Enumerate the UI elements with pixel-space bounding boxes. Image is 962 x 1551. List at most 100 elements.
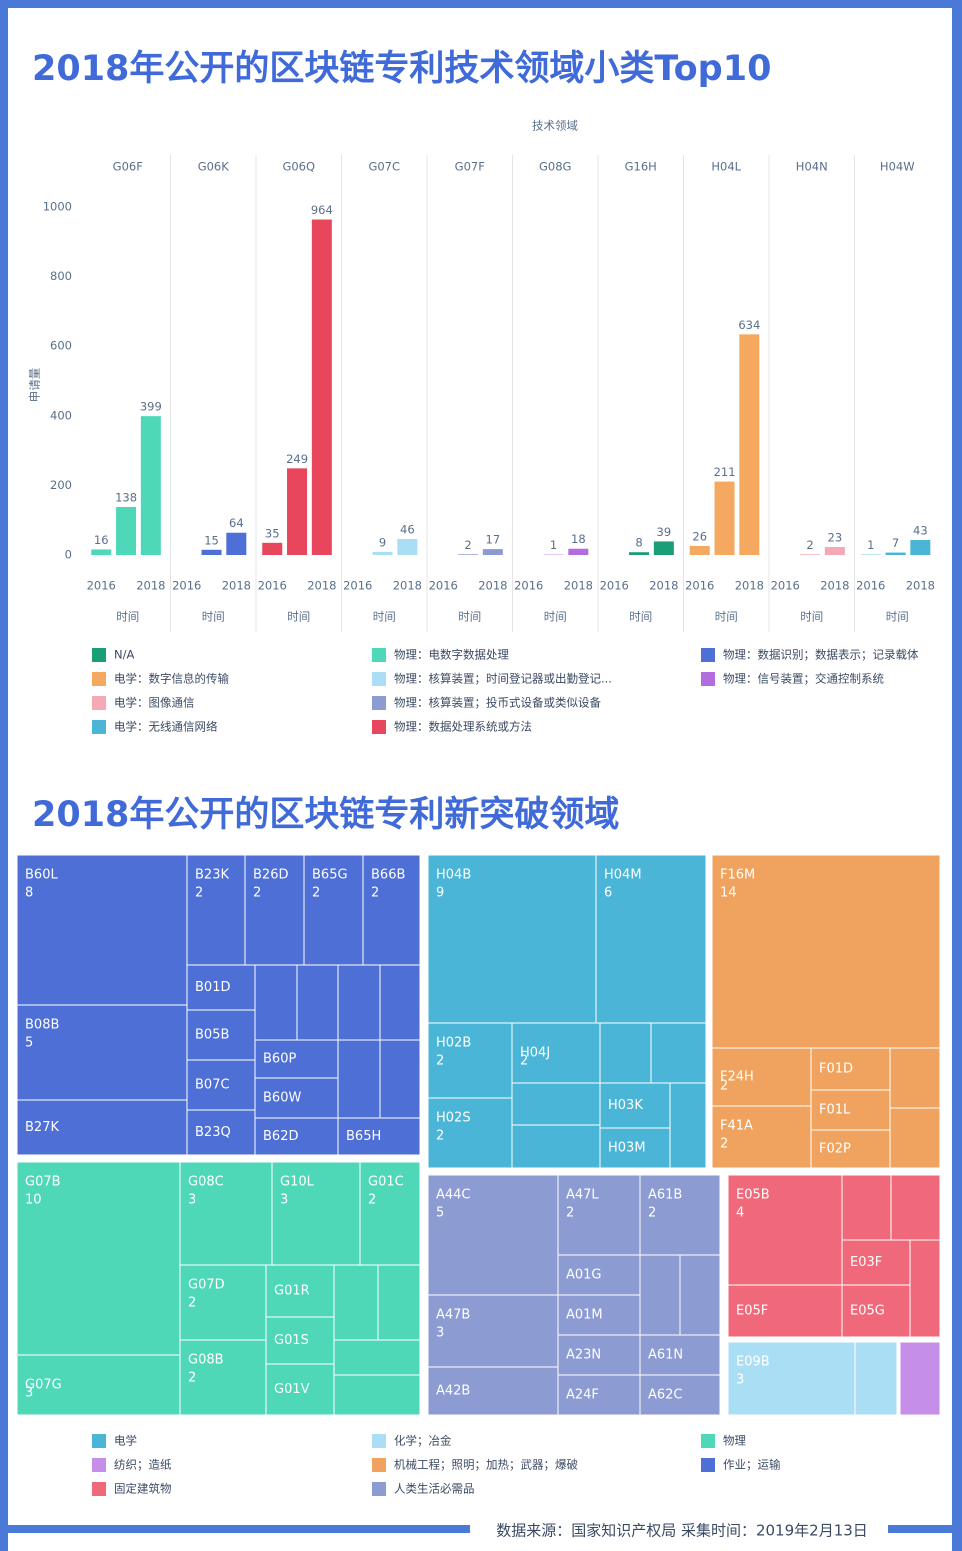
- value-label: 8: [635, 536, 642, 550]
- treemap-cell: [179, 1339, 267, 1416]
- value-label: 7: [892, 536, 899, 550]
- legend-swatch: [372, 720, 386, 734]
- treemap-cell: [337, 1039, 381, 1119]
- treemap-cell: [727, 1284, 843, 1338]
- treemap-cell: [639, 1254, 681, 1336]
- legend-label: 机械工程；照明；加热；武器；爆破: [394, 1458, 578, 1472]
- bar: [91, 549, 112, 555]
- treemap-cell: [557, 1334, 641, 1376]
- bar: [739, 334, 760, 555]
- x-axis-label: 时间: [373, 610, 396, 624]
- frame-right: [952, 0, 962, 1551]
- x-tick-label: 2016: [87, 579, 116, 593]
- cell-label: E05B: [736, 1188, 770, 1203]
- cell-label: H03K: [608, 1098, 643, 1113]
- cell-label: G10L: [280, 1175, 315, 1190]
- cell-label: F24H: [720, 1070, 754, 1085]
- value-label: 23: [828, 530, 843, 544]
- treemap-cell: [909, 1239, 941, 1338]
- y-tick-label: 600: [50, 339, 72, 353]
- facet-label: G06K: [198, 160, 230, 174]
- chart-title: 2018年公开的区块链专利新突破领域: [32, 795, 619, 835]
- x-axis-label: 时间: [544, 610, 567, 624]
- x-tick-label: 2016: [856, 579, 885, 593]
- treemap-cell: [16, 1161, 181, 1356]
- value-label: 26: [692, 529, 707, 543]
- cell-label: H04B: [436, 868, 471, 883]
- cell-value: 2: [253, 886, 261, 901]
- value-label: 211: [714, 465, 736, 479]
- cell-label: G07G: [25, 1378, 62, 1393]
- value-label: 1: [867, 538, 874, 552]
- facet-axis-label: 技术领域: [532, 119, 578, 133]
- treemap-cell: [244, 854, 305, 966]
- value-label: 964: [311, 203, 333, 217]
- treemap-cell: [557, 1294, 641, 1336]
- legend-swatch: [701, 1434, 715, 1448]
- cell-label: F02P: [819, 1142, 851, 1157]
- bar: [824, 546, 845, 555]
- treemap-cell: [377, 1264, 421, 1341]
- cell-label: B65H: [346, 1129, 381, 1144]
- treemap-cell: [359, 1161, 421, 1266]
- legend-swatch: [92, 672, 106, 686]
- frame-top: [0, 0, 962, 8]
- legend-label: N/A: [114, 648, 134, 662]
- treemap-cell: [333, 1339, 421, 1376]
- cell-value: 2: [436, 1054, 444, 1069]
- legend-swatch: [701, 1458, 715, 1472]
- cell-label: E05G: [850, 1304, 885, 1319]
- cell-label: B65G: [312, 868, 348, 883]
- cell-value: 5: [25, 1036, 33, 1051]
- cell-label: G07B: [25, 1175, 61, 1190]
- treemap-cell: [557, 1374, 641, 1416]
- treemap-cell: [511, 1022, 601, 1084]
- legend-swatch: [92, 648, 106, 662]
- treemap-cell: [337, 1117, 421, 1156]
- cell-label: G08B: [188, 1353, 224, 1368]
- legend-swatch: [701, 672, 715, 686]
- treemap-cell: [427, 1294, 559, 1368]
- legend-label: 固定建筑物: [114, 1482, 172, 1496]
- legend-label: 物理：数据处理系统或方法: [394, 720, 532, 734]
- cell-label: A44C: [436, 1188, 471, 1203]
- treemap-cell: [711, 1105, 812, 1169]
- cell-label: A47L: [566, 1188, 599, 1203]
- cell-value: 2: [368, 1193, 376, 1208]
- x-tick-label: 2018: [735, 579, 764, 593]
- cell-label: A01M: [566, 1308, 603, 1323]
- cell-label: B60W: [263, 1091, 301, 1106]
- treemap-cell: [379, 1039, 421, 1119]
- treemap-cell: [599, 1022, 652, 1084]
- cell-value: 2: [195, 886, 203, 901]
- value-label: 634: [738, 318, 760, 332]
- value-label: 64: [229, 516, 244, 530]
- cell-label: B60L: [25, 868, 58, 883]
- cell-value: 14: [720, 886, 737, 901]
- x-tick-label: 2016: [771, 579, 800, 593]
- bar: [629, 552, 650, 555]
- cell-value: 2: [188, 1296, 196, 1311]
- cell-label: G07D: [188, 1278, 225, 1293]
- cell-value: 4: [736, 1206, 744, 1221]
- cell-value: 3: [280, 1193, 288, 1208]
- cell-label: B66B: [371, 868, 405, 883]
- bar: [226, 532, 247, 555]
- bar: [458, 554, 479, 555]
- y-tick-label: 1000: [43, 200, 72, 214]
- bar: [714, 481, 735, 555]
- cell-label: B60P: [263, 1052, 296, 1067]
- bar: [568, 548, 589, 555]
- legend-label: 物理：电数字数据处理: [394, 648, 509, 662]
- value-label: 1: [550, 538, 557, 552]
- bar: [910, 540, 931, 555]
- legend-label: 物理：核算装置；投币式设备或类似设备: [394, 696, 601, 710]
- cell-value: 2: [648, 1206, 656, 1221]
- cell-value: 2: [720, 1079, 728, 1094]
- cell-label: G01V: [274, 1382, 310, 1397]
- cell-label: A23N: [566, 1348, 601, 1363]
- treemap-cell: [841, 1174, 892, 1241]
- treemap-cell: [557, 1174, 641, 1256]
- treemap-cell: [16, 1004, 188, 1101]
